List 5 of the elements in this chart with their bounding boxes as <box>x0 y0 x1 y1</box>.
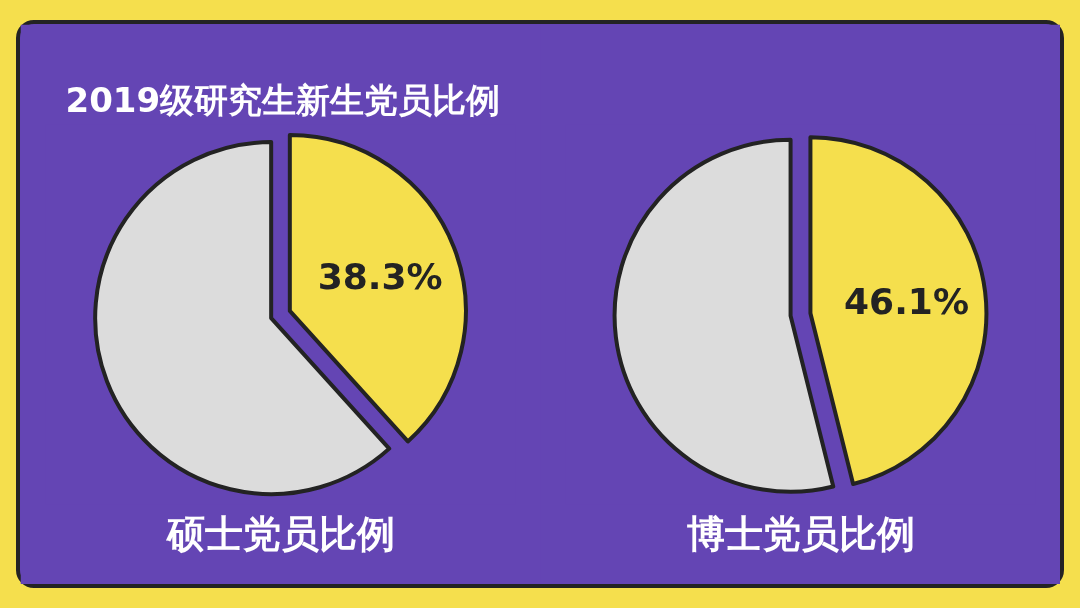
chart-title: 2019级研究生新生党员比例 <box>65 79 501 120</box>
data-label: 38.3% <box>317 255 443 297</box>
text: 硕士党员比例 <box>164 511 395 556</box>
text: 博士党员比例 <box>686 511 915 556</box>
data-label: 46.1% <box>844 280 969 322</box>
